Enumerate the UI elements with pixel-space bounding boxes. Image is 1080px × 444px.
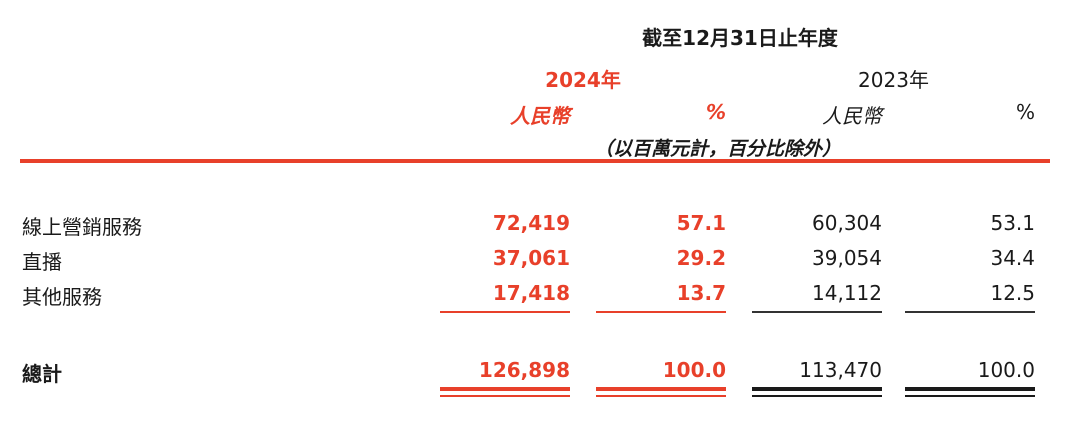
- cell-rmb-2024: 72,419: [492, 211, 570, 235]
- unit-rmb-2023: 人民幣: [822, 104, 882, 128]
- cell-pct-2024: 13.7: [676, 281, 726, 305]
- row-label-total: 總計: [22, 362, 62, 386]
- subtotal-rule-pct-2024: [596, 311, 726, 313]
- total-rmb-2023: 113,470: [799, 358, 882, 382]
- row-label-other-services: 其他服務: [22, 285, 102, 309]
- subtotal-rule-rmb-2023: [752, 311, 882, 313]
- total-pct-2023: 100.0: [977, 358, 1035, 382]
- total-double-rule-pct-2023-thin: [905, 395, 1035, 397]
- total-double-rule-pct-2024: [596, 387, 726, 391]
- unit-note: （以百萬元計，百分比除外）: [594, 138, 842, 160]
- cell-rmb-2024: 37,061: [492, 246, 570, 270]
- subtotal-rule-pct-2023: [905, 311, 1035, 313]
- unit-pct-2023: %: [1015, 100, 1035, 124]
- cell-rmb-2023: 14,112: [812, 281, 882, 305]
- period-title: 截至12月31日止年度: [642, 26, 838, 50]
- cell-rmb-2023: 39,054: [812, 246, 882, 270]
- row-label-online-marketing: 線上營銷服務: [22, 215, 142, 239]
- cell-pct-2023: 34.4: [990, 246, 1035, 270]
- total-double-rule-rmb-2024-thin: [440, 395, 570, 397]
- cell-pct-2023: 53.1: [990, 211, 1035, 235]
- year-2024-label: 2024年: [545, 68, 621, 92]
- total-double-rule-rmb-2023: [752, 387, 882, 391]
- cell-pct-2023: 12.5: [990, 281, 1035, 305]
- total-double-rule-pct-2024-thin: [596, 395, 726, 397]
- total-double-rule-rmb-2024: [440, 387, 570, 391]
- total-double-rule-pct-2023: [905, 387, 1035, 391]
- cell-rmb-2024: 17,418: [492, 281, 570, 305]
- cell-rmb-2023: 60,304: [812, 211, 882, 235]
- total-rmb-2024: 126,898: [478, 358, 570, 382]
- header-divider: [20, 159, 1050, 163]
- total-double-rule-rmb-2023-thin: [752, 395, 882, 397]
- total-pct-2024: 100.0: [662, 358, 726, 382]
- year-2023-label: 2023年: [858, 68, 929, 92]
- row-label-live-streaming: 直播: [22, 250, 62, 274]
- cell-pct-2024: 29.2: [676, 246, 726, 270]
- cell-pct-2024: 57.1: [676, 211, 726, 235]
- unit-pct-2024: %: [705, 100, 726, 124]
- subtotal-rule-rmb-2024: [440, 311, 570, 313]
- unit-rmb-2024: 人民幣: [510, 104, 570, 128]
